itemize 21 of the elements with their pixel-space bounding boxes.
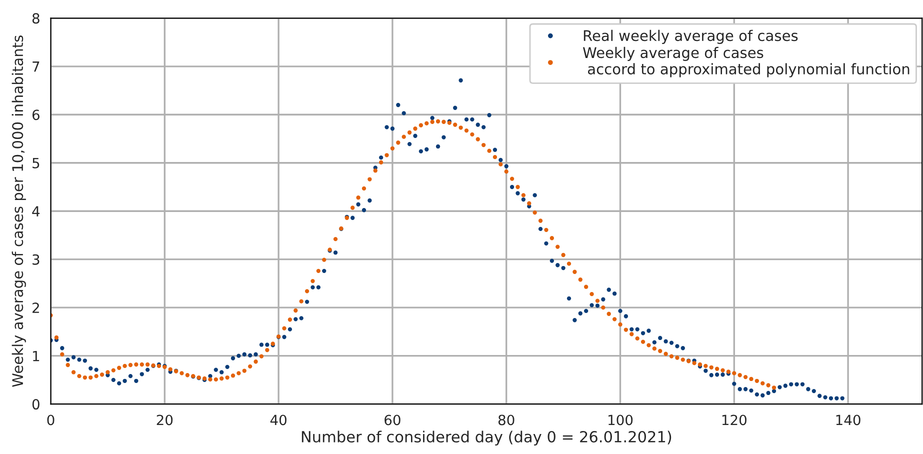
y-axis-title: Weekly average of cases per 10,000 inhabitants [12,36,26,387]
x-tick-label: 40 [270,414,286,426]
x-tick-label: 20 [156,414,173,426]
y-tick-label: 0 [32,399,40,410]
x-tick-label: 80 [498,414,514,426]
x-tick-label: 100 [608,414,633,426]
y-tick-label: 3 [32,254,40,265]
y-tick-label: 5 [32,158,40,168]
x-axis-title: Number of considered day (day 0 = 26.01.2021) [302,430,672,446]
x-tick-label: 120 [722,414,746,426]
y-tick-label: 6 [32,110,40,120]
y-tick-label: 1 [33,350,40,362]
y-tick-label: 7 [32,62,40,72]
y-tick-label: 8 [32,13,40,24]
x-tick-label: 140 [836,414,860,426]
x-tick-label: 0 [47,414,54,426]
legend-label: Weekly average of cases accord to approximated polynomial function [582,46,910,78]
y-tick-label: 2 [32,302,39,313]
x-tick-label: 60 [384,414,400,426]
y-tick-label: 4 [32,206,40,216]
legend-label: Real weekly average of cases [584,30,798,44]
